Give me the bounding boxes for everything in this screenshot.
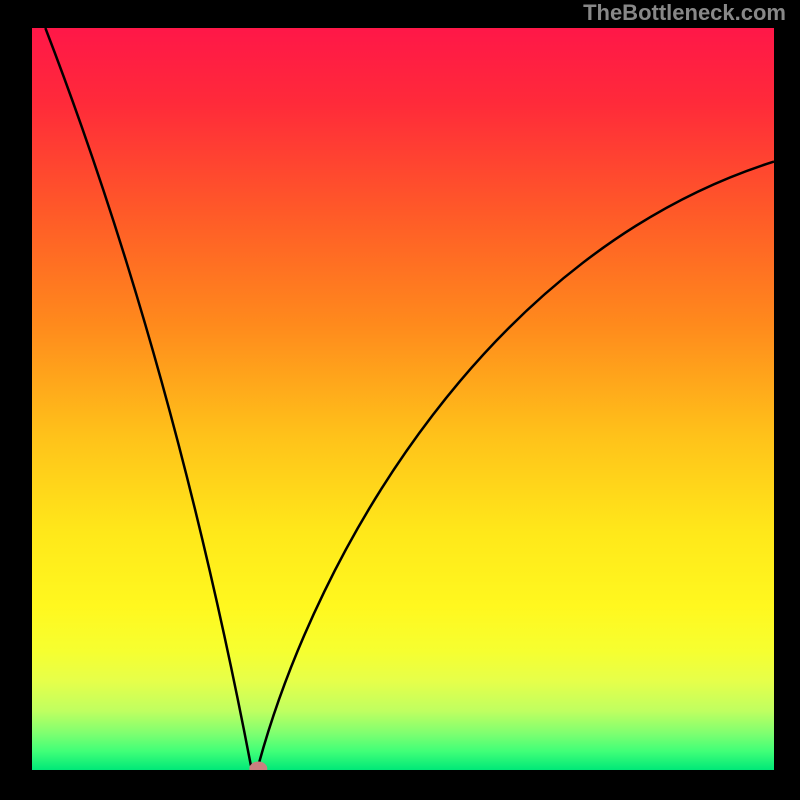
watermark-text: TheBottleneck.com — [583, 0, 786, 26]
chart-svg — [32, 28, 774, 770]
chart-plot-area — [32, 28, 774, 770]
gradient-background — [32, 28, 774, 770]
